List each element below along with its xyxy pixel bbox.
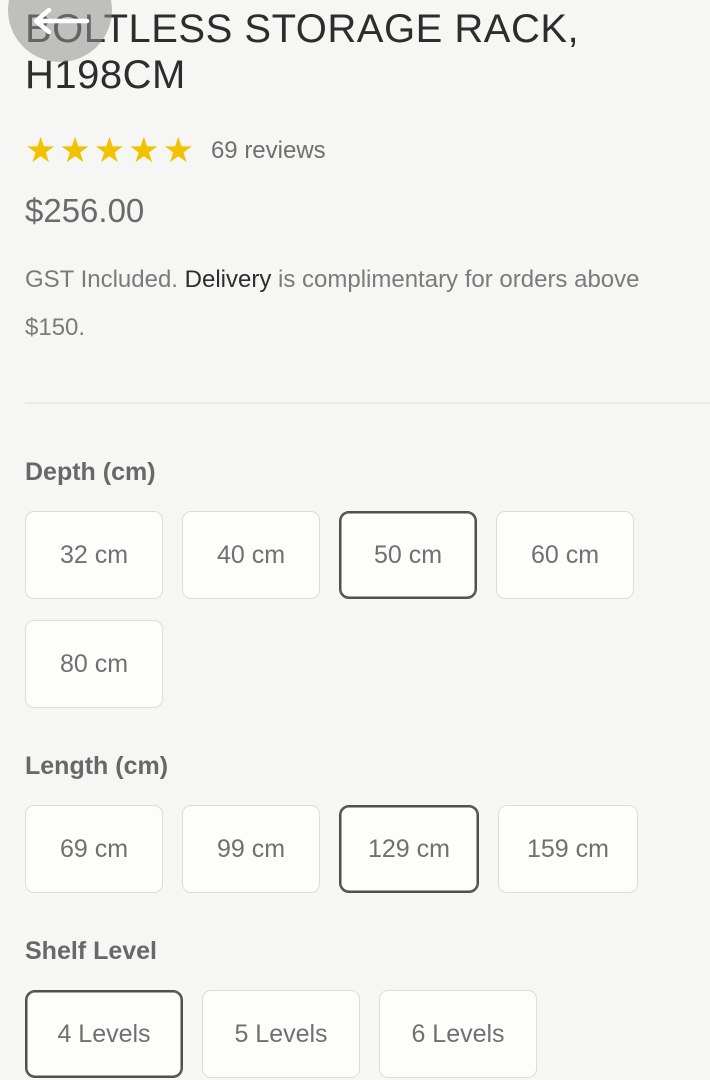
note-suffix: is complimentary for orders above $150.	[25, 266, 640, 341]
star-icon: ★	[162, 130, 194, 171]
rating-row: ★ ★ ★ ★ ★ 69 reviews	[25, 132, 685, 170]
option-6-levels[interactable]: 6 Levels	[379, 990, 537, 1078]
option-row: 69 cm 99 cm 129 cm 159 cm	[25, 805, 685, 893]
delivery-link[interactable]: Delivery	[184, 266, 272, 293]
option-80-cm[interactable]: 80 cm	[25, 620, 163, 708]
option-129-cm[interactable]: 129 cm	[339, 805, 479, 893]
page-title: BOLTLESS STORAGE RACK, H198CM	[25, 7, 580, 97]
option-row: 4 Levels 5 Levels 6 Levels	[25, 990, 685, 1078]
option-section-label: Depth (cm)	[25, 458, 156, 486]
option-69-cm[interactable]: 69 cm	[25, 805, 163, 893]
product-price: $256.00	[25, 192, 145, 229]
option-60-cm[interactable]: 60 cm	[496, 511, 634, 599]
star-rating: ★ ★ ★ ★ ★	[25, 130, 197, 171]
star-icon: ★	[93, 130, 126, 171]
tax-delivery-note: GST Included. Delivery is complimentary …	[25, 256, 700, 352]
option-99-cm[interactable]: 99 cm	[182, 805, 320, 893]
star-icon: ★	[128, 130, 160, 171]
divider	[25, 402, 710, 404]
reviews-count[interactable]: 69 reviews	[210, 137, 326, 164]
star-icon: ★	[59, 130, 91, 171]
option-159-cm[interactable]: 159 cm	[497, 805, 638, 893]
option-section: Length (cm) 69 cm 99 cm 129 cm 159 cm	[25, 752, 685, 893]
option-section: Depth (cm) 32 cm 40 cm 50 cm 60 cm 80 cm	[25, 458, 685, 708]
option-section-label: Length (cm)	[25, 752, 169, 780]
option-row: 32 cm 40 cm 50 cm 60 cm 80 cm	[25, 511, 685, 708]
note-prefix: GST Included.	[25, 266, 185, 293]
option-50-cm[interactable]: 50 cm	[339, 511, 477, 599]
back-arrow-icon	[33, 8, 90, 34]
option-4-levels[interactable]: 4 Levels	[25, 990, 183, 1078]
option-32-cm[interactable]: 32 cm	[25, 511, 163, 599]
star-icon: ★	[25, 130, 57, 171]
option-section: Shelf Level 4 Levels 5 Levels 6 Levels	[25, 937, 685, 1078]
option-section-label: Shelf Level	[25, 937, 157, 965]
options-container: Depth (cm) 32 cm 40 cm 50 cm 60 cm 80 cm Len…	[25, 458, 685, 1078]
option-40-cm[interactable]: 40 cm	[182, 511, 320, 599]
option-5-levels[interactable]: 5 Levels	[202, 990, 360, 1078]
